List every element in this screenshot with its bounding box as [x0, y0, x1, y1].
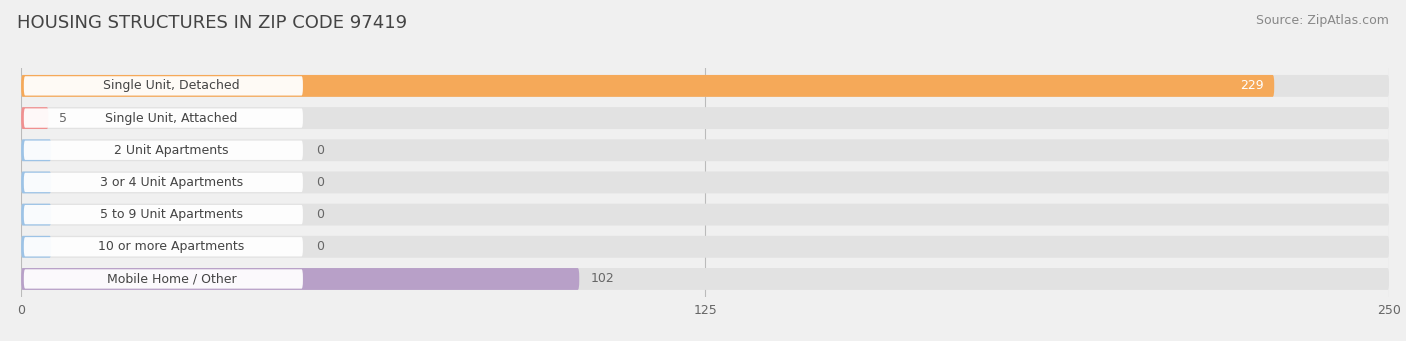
FancyBboxPatch shape	[21, 172, 51, 193]
Text: 0: 0	[316, 176, 325, 189]
FancyBboxPatch shape	[24, 205, 302, 224]
FancyBboxPatch shape	[21, 268, 579, 290]
FancyBboxPatch shape	[24, 140, 302, 160]
FancyBboxPatch shape	[21, 204, 1389, 225]
FancyBboxPatch shape	[21, 107, 48, 129]
Text: HOUSING STRUCTURES IN ZIP CODE 97419: HOUSING STRUCTURES IN ZIP CODE 97419	[17, 14, 406, 32]
FancyBboxPatch shape	[21, 236, 51, 258]
FancyBboxPatch shape	[21, 75, 1274, 97]
Text: 2 Unit Apartments: 2 Unit Apartments	[114, 144, 229, 157]
Text: 5: 5	[59, 112, 67, 124]
Text: 102: 102	[591, 272, 614, 285]
Text: Single Unit, Attached: Single Unit, Attached	[105, 112, 238, 124]
Text: 0: 0	[316, 144, 325, 157]
FancyBboxPatch shape	[24, 269, 302, 288]
Text: 5 to 9 Unit Apartments: 5 to 9 Unit Apartments	[100, 208, 243, 221]
FancyBboxPatch shape	[21, 139, 51, 161]
FancyBboxPatch shape	[21, 236, 1389, 258]
FancyBboxPatch shape	[24, 173, 302, 192]
FancyBboxPatch shape	[21, 268, 1389, 290]
Text: 3 or 4 Unit Apartments: 3 or 4 Unit Apartments	[100, 176, 243, 189]
FancyBboxPatch shape	[21, 75, 1389, 97]
FancyBboxPatch shape	[24, 76, 302, 95]
FancyBboxPatch shape	[21, 107, 1389, 129]
Text: 0: 0	[316, 240, 325, 253]
Text: 229: 229	[1240, 79, 1263, 92]
Text: Single Unit, Detached: Single Unit, Detached	[103, 79, 240, 92]
Text: 10 or more Apartments: 10 or more Apartments	[98, 240, 245, 253]
FancyBboxPatch shape	[24, 108, 302, 128]
FancyBboxPatch shape	[21, 172, 1389, 193]
Text: Mobile Home / Other: Mobile Home / Other	[107, 272, 236, 285]
FancyBboxPatch shape	[21, 204, 51, 225]
Text: Source: ZipAtlas.com: Source: ZipAtlas.com	[1256, 14, 1389, 27]
Text: 0: 0	[316, 208, 325, 221]
FancyBboxPatch shape	[21, 139, 1389, 161]
FancyBboxPatch shape	[24, 237, 302, 256]
